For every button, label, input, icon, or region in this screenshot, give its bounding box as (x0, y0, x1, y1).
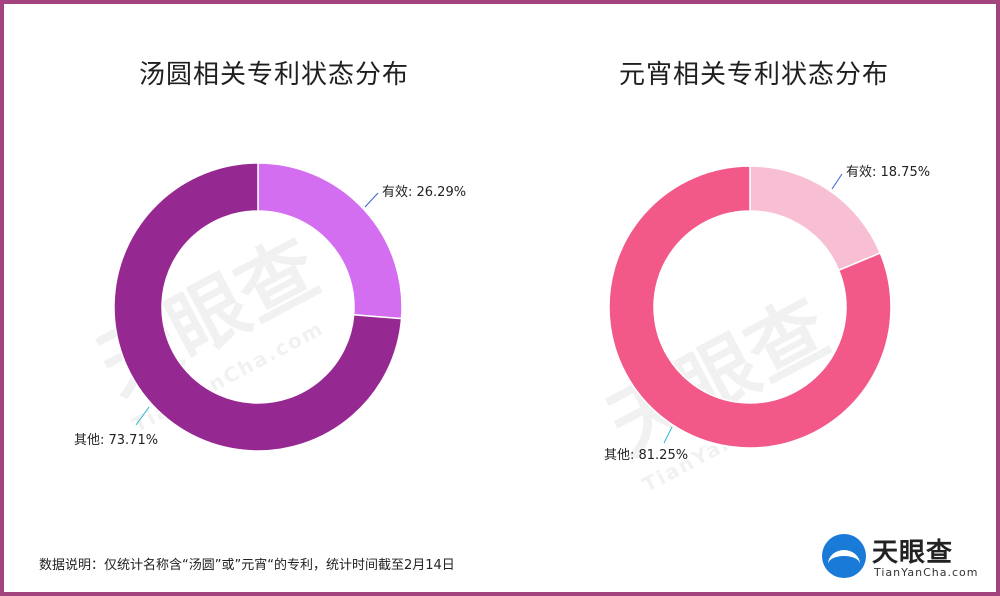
chart1-slice-1 (608, 165, 892, 449)
chart0-leader-line-1 (135, 406, 150, 426)
chart0-slice-1 (113, 162, 403, 452)
chart0-data-label-0: 有效: 26.29% (382, 185, 466, 200)
chart1-data-label-1: 其他: 81.25% (604, 448, 688, 463)
chart1-leader-line-0 (831, 173, 843, 190)
logo-text: 天眼查 (872, 538, 954, 568)
chart0-data-label-1: 其他: 73.71% (74, 433, 158, 448)
chart0-slice-0 (257, 162, 403, 320)
chart-title-right: 元宵相关专利状态分布 (618, 60, 889, 90)
donut-charts: 有效: 26.29% 其他: 73.71% 有效: 18.75% 其他: 81.25% (74, 162, 930, 463)
chart1-data-label-0: 有效: 18.75% (846, 165, 930, 180)
chart1-slice-0 (749, 165, 882, 272)
chart0-leader-line-0 (364, 192, 379, 208)
footnote: 数据说明：仅统计名称含“汤圆”或”元宵“的专利，统计时间截至2月14日 (39, 558, 455, 573)
chart-title-left: 汤圆相关专利状态分布 (138, 60, 409, 90)
logo-icon (822, 534, 866, 578)
chart1-leader-line-1 (663, 426, 673, 444)
tianyancha-logo: 天眼查 TianYanCha.com (822, 528, 982, 588)
logo-subtext: TianYanCha.com (874, 566, 979, 579)
